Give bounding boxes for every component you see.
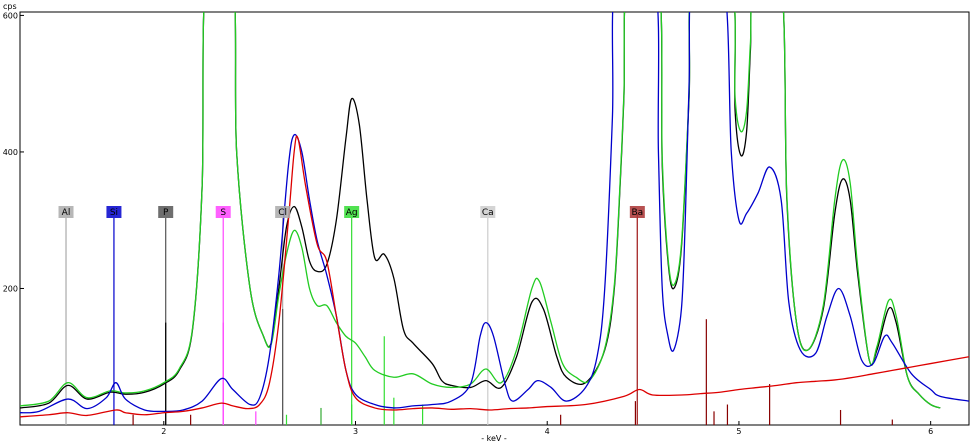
x-axis: 2 3 4 5 6 bbox=[161, 421, 933, 436]
marker-label-cl: Cl bbox=[278, 208, 287, 218]
marker-badge-s[interactable] bbox=[215, 206, 231, 218]
element-marker-labels: Al Si P S Cl Ag Ca Ba bbox=[58, 206, 645, 218]
marker-label-p: P bbox=[163, 208, 169, 218]
y-tick-label: 600 bbox=[3, 11, 18, 20]
plot-frame bbox=[19, 11, 970, 426]
marker-label-ag: Ag bbox=[346, 208, 358, 218]
x-tick-label: 6 bbox=[928, 427, 933, 436]
marker-badge-al[interactable] bbox=[58, 206, 74, 218]
marker-label-s: S bbox=[220, 208, 226, 218]
marker-badge-ba[interactable] bbox=[629, 206, 645, 218]
marker-badge-p[interactable] bbox=[158, 206, 174, 218]
marker-badge-si[interactable] bbox=[106, 206, 122, 218]
y-axis-label: cps bbox=[3, 2, 17, 11]
y-tick-label: 400 bbox=[3, 148, 18, 157]
series-line-4 bbox=[20, 135, 969, 418]
x-tick-label: 2 bbox=[161, 427, 166, 436]
peak-lines bbox=[132, 213, 893, 425]
y-axis: 200 400 600 bbox=[3, 11, 24, 293]
marker-label-al: Al bbox=[62, 208, 71, 218]
marker-badge-ag[interactable] bbox=[344, 206, 360, 218]
marker-label-ba: Ba bbox=[631, 208, 643, 218]
x-axis-label: - keV - bbox=[481, 434, 507, 443]
x-tick-label: 4 bbox=[545, 427, 550, 436]
series-line-2 bbox=[20, 12, 941, 409]
marker-badge-cl[interactable] bbox=[275, 206, 291, 218]
marker-label-si: Si bbox=[110, 208, 118, 218]
y-tick-label: 200 bbox=[3, 284, 18, 293]
marker-label-ca: Ca bbox=[482, 208, 494, 218]
series-line-3 bbox=[20, 12, 969, 414]
marker-badge-ca[interactable] bbox=[480, 206, 496, 218]
x-tick-label: 3 bbox=[353, 427, 358, 436]
x-tick-label: 5 bbox=[736, 427, 741, 436]
series-group bbox=[20, 12, 969, 418]
